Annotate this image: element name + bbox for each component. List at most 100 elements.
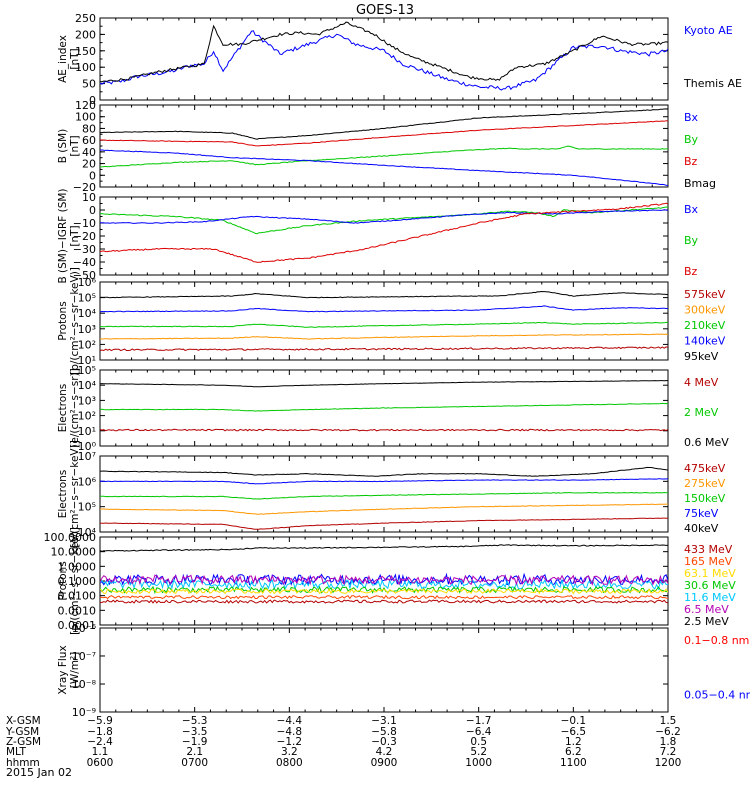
y-tick-label: 60 <box>82 134 96 147</box>
legend-entry: 150keV <box>684 492 726 505</box>
y-tick-label: −30 <box>73 243 96 256</box>
series-group <box>100 21 668 91</box>
y-tick-label: −20 <box>73 181 96 194</box>
x-row-label: Z-GSM <box>6 736 41 748</box>
series-11-6-mev <box>100 578 668 591</box>
series-themis-ae <box>100 21 668 83</box>
x-row-value: −3.5 <box>182 726 208 738</box>
x-row-value: 2.1 <box>186 746 203 758</box>
legend-entry: Kyoto AE <box>684 24 733 37</box>
y-tick-label: 10⁻⁹ <box>72 706 96 719</box>
x-row-value: 1000 <box>465 757 492 769</box>
legend-entry: 0.1−0.8 nm <box>684 634 749 647</box>
y-axis-unit: [e/(cm²−s−sr)] <box>69 368 81 447</box>
y-tick-label: 10² <box>78 410 96 423</box>
series-bmag <box>100 108 668 140</box>
y-axis-unit: [W/m²] <box>69 652 81 689</box>
legend-entry: 75keV <box>684 507 719 520</box>
x-axis-table: X-GSM −5.9 −5.3 −4.4 −3.1 −1.7 −0.1 1.5 Y-GSM −1.… <box>5 715 681 769</box>
legend-entry: 140keV <box>684 335 726 348</box>
y-tick-label: 80 <box>82 122 96 135</box>
series-group <box>100 108 668 186</box>
x-row-value: −6.2 <box>655 726 681 738</box>
y-tick-label: 10⁶ <box>78 276 97 289</box>
series-group <box>100 380 668 432</box>
panel-protons_low: 10¹ 10² 10³ 10⁴ 10⁵ 10⁶ Protons [p/(cm²−s−sr−ke… <box>57 267 726 375</box>
y-tick-label: 0.0100 <box>58 590 97 603</box>
legend-entry: 433 MeV <box>684 543 733 556</box>
panel-frame <box>99 627 669 713</box>
y-tick-label: 10.0000 <box>51 546 97 559</box>
x-row-value: −0.3 <box>371 736 397 748</box>
y-tick-label: −10 <box>73 217 96 230</box>
series-group <box>100 466 668 530</box>
series-95kev <box>100 290 668 299</box>
panel-frame <box>99 104 669 188</box>
y-tick-label: 10⁴ <box>78 526 97 539</box>
y-axis-unit: [p/(cm²−s−sr−keV)] <box>69 527 81 635</box>
series-group <box>100 202 668 263</box>
legend-entry: 40keV <box>684 522 719 535</box>
y-axis-unit: [e/(cm²−s−sr−keV)] <box>69 440 81 548</box>
legend-entry: 300keV <box>684 304 726 317</box>
y-tick-label: 10⁻⁸ <box>72 678 97 691</box>
y-tick-label: 10⁻⁶ <box>72 622 97 635</box>
y-tick-label: 100.0000 <box>44 531 97 544</box>
x-row-value: −5.9 <box>87 715 113 727</box>
x-row-value: 4.2 <box>376 746 393 758</box>
x-row-value: −5.3 <box>182 715 208 727</box>
y-axis-label: AE_index <box>57 35 69 83</box>
y-tick-label: 10⁵ <box>78 364 96 377</box>
x-row-label: Y-GSM <box>5 726 39 738</box>
legend-entry: Bz <box>684 265 698 278</box>
series-2-5-mev <box>100 574 668 586</box>
x-row-value: −1.8 <box>87 726 113 738</box>
y-tick-label: 40 <box>82 146 96 159</box>
series-150kev <box>100 491 668 500</box>
panel-frame <box>99 196 669 276</box>
series-575kev <box>100 346 668 352</box>
legend-entry: By <box>684 133 699 146</box>
x-row-value: 1200 <box>655 757 682 769</box>
x-row-value: −0.1 <box>561 715 587 727</box>
legend-entry: 6.5 MeV <box>684 603 729 616</box>
series-75kev <box>100 478 668 485</box>
y-tick-label: 0.1000 <box>58 575 97 588</box>
y-tick-label: −50 <box>73 269 96 282</box>
legend-entry: 0.05−0.4 nm <box>684 688 750 701</box>
legend-entry: Bx <box>684 203 699 216</box>
series-bz <box>100 202 668 263</box>
series-165-mev <box>100 594 668 600</box>
legend-entry: 2.5 MeV <box>684 615 729 628</box>
x-row-value: 3.2 <box>281 746 298 758</box>
x-row-value: 1100 <box>560 757 587 769</box>
x-row-value: 0800 <box>276 757 303 769</box>
y-axis-unit: [nT] <box>69 135 81 156</box>
series-475kev <box>100 517 668 530</box>
x-row-value: 0.5 <box>470 736 487 748</box>
y-tick-label: 50 <box>82 78 96 91</box>
y-axis-unit: [nT] <box>69 225 81 246</box>
y-tick-label: 10⁷ <box>78 450 96 463</box>
series-kyoto-ae <box>100 30 668 91</box>
y-tick-label: 120 <box>75 99 96 112</box>
legend-entry: 30.6 MeV <box>684 579 736 592</box>
y-tick-label: 10³ <box>78 323 96 336</box>
series-63-1-mev <box>100 587 668 595</box>
y-tick-label: 0.0001 <box>58 619 97 632</box>
x-row-value: 0600 <box>87 757 114 769</box>
y-tick-label: 0.0010 <box>58 604 97 617</box>
x-row-value: −4.4 <box>277 715 303 727</box>
series-40kev <box>100 466 668 477</box>
y-tick-label: 1.0000 <box>58 560 97 573</box>
x-row-value: 1.2 <box>565 736 582 748</box>
y-tick-label: 0 <box>89 94 96 107</box>
y-axis-label: B (SM) <box>57 129 69 163</box>
legend-entry: 63.1 MeV <box>684 567 736 580</box>
x-row-label: X-GSM <box>6 715 41 727</box>
y-tick-label: −40 <box>73 256 96 269</box>
y-tick-label: 10⁴ <box>78 379 97 392</box>
